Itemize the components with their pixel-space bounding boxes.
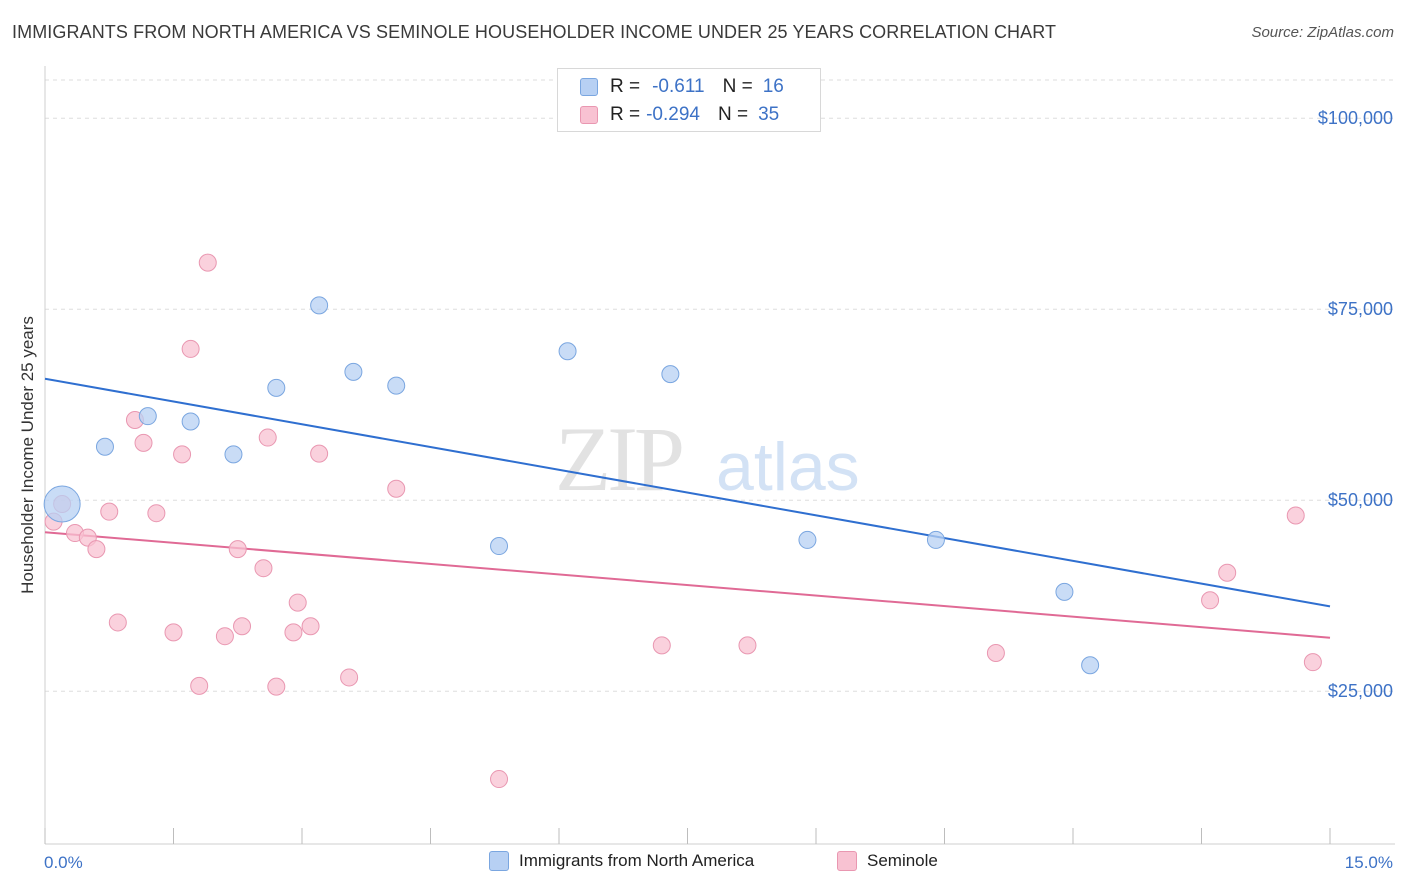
y-tick-label: $75,000 xyxy=(1328,299,1393,319)
point-seminole xyxy=(1303,653,1322,672)
point-seminole xyxy=(267,677,286,696)
watermark-atlas: atlas xyxy=(716,429,860,505)
point-seminole xyxy=(258,428,277,447)
point-seminole xyxy=(387,479,406,498)
point-immigrants xyxy=(224,445,243,464)
source-label: Source: ZipAtlas.com xyxy=(1251,24,1394,41)
y-tick-label: $25,000 xyxy=(1328,681,1393,701)
legend-label: Seminole xyxy=(867,851,938,870)
point-seminole xyxy=(284,623,303,642)
trend-lines xyxy=(44,377,1331,639)
point-seminole xyxy=(215,627,234,646)
point-immigrants xyxy=(43,485,81,523)
point-seminole xyxy=(254,559,273,578)
point-immigrants xyxy=(387,376,406,395)
point-immigrants xyxy=(95,437,114,456)
grid-lines xyxy=(45,79,1395,692)
point-seminole xyxy=(310,444,329,463)
y-tick-label: $50,000 xyxy=(1328,490,1393,510)
n-value: 16 xyxy=(762,76,784,97)
point-seminole xyxy=(340,668,359,687)
point-seminole xyxy=(1201,591,1220,610)
legend-swatch-pink xyxy=(837,851,857,871)
chart-title: IMMIGRANTS FROM NORTH AMERICA VS SEMINOL… xyxy=(12,22,1057,42)
r-value: -0.611 xyxy=(652,76,705,97)
y-tick-label: $100,000 xyxy=(1318,108,1393,128)
legend-row-seminole: R = -0.294 N = 35 xyxy=(580,103,779,127)
trend-line-immigrants xyxy=(44,377,1331,608)
point-immigrants xyxy=(1081,656,1100,675)
point-immigrants xyxy=(267,378,286,397)
point-immigrants xyxy=(490,537,509,556)
point-seminole xyxy=(100,502,119,521)
point-seminole xyxy=(490,770,509,789)
point-seminole xyxy=(652,636,671,655)
point-seminole xyxy=(147,504,166,523)
point-seminole xyxy=(134,433,153,452)
legend-swatch-pink xyxy=(580,106,598,124)
point-immigrants xyxy=(310,296,329,315)
r-value: -0.294 xyxy=(646,104,700,125)
legend-swatch-blue xyxy=(489,851,509,871)
point-seminole xyxy=(164,623,183,642)
axes xyxy=(44,66,1395,845)
n-label: N = xyxy=(717,104,749,125)
point-seminole xyxy=(288,593,307,612)
point-seminole xyxy=(190,676,209,695)
point-immigrants xyxy=(926,530,945,549)
watermark-zip: ZIP xyxy=(555,408,682,510)
r-label: R = xyxy=(610,104,641,125)
point-immigrants xyxy=(344,362,363,381)
watermark: ZIP atlas xyxy=(555,408,860,510)
n-value: 35 xyxy=(758,104,780,125)
point-immigrants xyxy=(798,530,817,549)
legend-label: Immigrants from North America xyxy=(519,851,755,870)
r-label: R = xyxy=(610,76,641,97)
point-immigrants xyxy=(1055,582,1074,601)
point-seminole xyxy=(173,445,192,464)
point-seminole xyxy=(181,339,200,358)
n-label: N = xyxy=(722,76,753,97)
data-points xyxy=(43,253,1322,789)
point-seminole xyxy=(228,540,247,559)
point-seminole xyxy=(198,253,217,272)
point-immigrants xyxy=(138,407,157,426)
point-seminole xyxy=(87,540,106,559)
legend-swatch-blue xyxy=(580,78,598,96)
legend-row-immigrants: R = -0.611 N = 16 xyxy=(580,75,784,99)
point-immigrants xyxy=(558,342,577,361)
point-seminole xyxy=(301,617,320,636)
point-immigrants xyxy=(181,412,200,431)
point-seminole xyxy=(233,617,252,636)
trend-line-seminole xyxy=(44,531,1331,639)
legend-item-immigrants: Immigrants from North America xyxy=(489,851,754,871)
legend-item-seminole: Seminole xyxy=(837,851,938,871)
point-seminole xyxy=(986,644,1005,662)
x-tick-label-min: 0.0% xyxy=(44,853,83,872)
point-immigrants xyxy=(661,365,680,384)
y-axis-label: Householder Income Under 25 years xyxy=(18,316,37,594)
x-tick-label-max: 15.0% xyxy=(1344,853,1393,872)
point-seminole xyxy=(108,613,127,632)
point-seminole xyxy=(1218,563,1237,582)
correlation-legend: R = -0.611 N = 16 R = -0.294 N = 35 xyxy=(557,68,821,132)
point-seminole xyxy=(738,636,757,655)
point-seminole xyxy=(1286,506,1305,525)
y-tick-labels: $25,000 $50,000 $75,000 $100,000 xyxy=(1318,108,1393,701)
